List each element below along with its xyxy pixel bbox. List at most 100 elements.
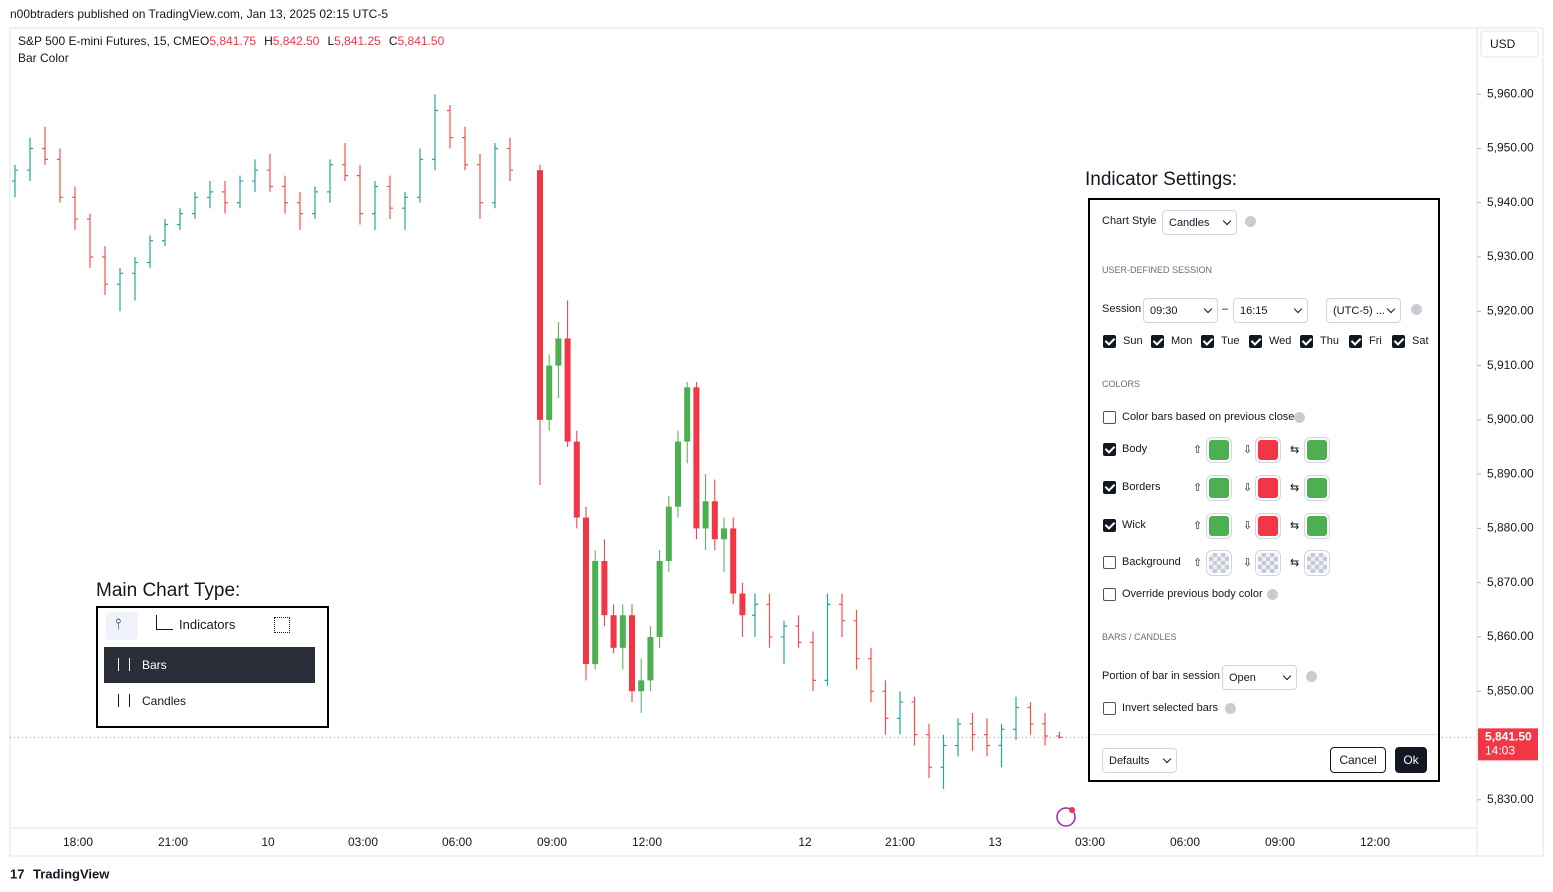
checkbox[interactable] bbox=[1103, 443, 1116, 456]
color-swatch[interactable] bbox=[1304, 513, 1330, 539]
x-tick-label: 03:00 bbox=[1075, 835, 1105, 849]
checkbox[interactable] bbox=[1201, 335, 1214, 348]
indicator-name: Bar Color bbox=[18, 51, 69, 65]
dash: – bbox=[1222, 303, 1229, 315]
checkbox[interactable] bbox=[1103, 556, 1116, 569]
ohlc-bar bbox=[447, 105, 453, 149]
y-tick-label: 5,910.00 bbox=[1487, 358, 1534, 372]
ohlc-bar bbox=[327, 159, 333, 203]
chart-type-option[interactable]: Candles bbox=[104, 683, 315, 719]
currency-button[interactable] bbox=[1480, 30, 1539, 58]
candle-body bbox=[555, 338, 562, 366]
label: Body bbox=[1122, 443, 1148, 455]
portion-select[interactable]: Open bbox=[1222, 665, 1297, 690]
color-swatch[interactable] bbox=[1206, 513, 1232, 539]
defaults-button[interactable]: Defaults bbox=[1102, 748, 1177, 773]
color-swatch[interactable] bbox=[1304, 550, 1330, 576]
x-tick-label: 18:00 bbox=[63, 835, 93, 849]
chevron bbox=[1293, 304, 1303, 314]
color-swatch[interactable] bbox=[1255, 475, 1281, 501]
ohlc-bar bbox=[969, 712, 976, 751]
candle-body bbox=[684, 387, 691, 442]
chart-type-option[interactable]: Bars bbox=[104, 647, 315, 683]
ohlc-bar bbox=[177, 208, 183, 230]
y-tick-label: 5,830.00 bbox=[1487, 792, 1534, 806]
select-value: Defaults bbox=[1109, 754, 1150, 767]
session-end[interactable]: 16:15 bbox=[1233, 298, 1308, 323]
label: Invert selected bars bbox=[1122, 702, 1218, 714]
y-tick-label: 5,920.00 bbox=[1487, 303, 1534, 317]
alert-icon[interactable] bbox=[1056, 807, 1076, 827]
checkbox[interactable] bbox=[1392, 335, 1405, 348]
section-heading: BARS / CANDLES bbox=[1102, 632, 1177, 642]
checkbox[interactable] bbox=[1103, 335, 1116, 348]
checkmark bbox=[1350, 335, 1362, 346]
last-price-label: 5,841.50 bbox=[1485, 730, 1532, 744]
checkbox[interactable] bbox=[1300, 335, 1313, 348]
color-swatch[interactable] bbox=[1255, 437, 1281, 463]
chevron bbox=[1203, 304, 1213, 314]
candle-body bbox=[573, 441, 580, 518]
indicators-button[interactable]: Indicators bbox=[179, 617, 236, 632]
color-swatch[interactable] bbox=[1206, 437, 1232, 463]
alert-dot bbox=[1069, 807, 1075, 813]
ohlc-bar bbox=[462, 126, 468, 171]
candle-body bbox=[619, 615, 626, 648]
checkbox[interactable] bbox=[1103, 519, 1116, 532]
ohlc-value: 5,842.50 bbox=[273, 34, 320, 48]
color-swatch[interactable] bbox=[1304, 475, 1330, 501]
arrow: ⇩ bbox=[1243, 520, 1253, 532]
checkbox[interactable] bbox=[1103, 588, 1116, 601]
candle-body bbox=[564, 338, 571, 442]
color-swatch[interactable] bbox=[1255, 513, 1281, 539]
y-tick-label: 5,870.00 bbox=[1487, 575, 1534, 589]
ohlc-bar bbox=[781, 620, 787, 665]
chart-type-button[interactable] bbox=[106, 612, 138, 640]
option-label: Candles bbox=[142, 694, 187, 708]
info-icon bbox=[1411, 304, 1422, 315]
chart-frame bbox=[9, 27, 1544, 857]
candle-body bbox=[537, 170, 543, 420]
ok-button[interactable]: Ok bbox=[1395, 747, 1427, 773]
checkbox[interactable] bbox=[1103, 702, 1116, 715]
ohlc-bar bbox=[162, 219, 168, 247]
select-value: 16:15 bbox=[1240, 304, 1268, 317]
checkbox[interactable] bbox=[1103, 411, 1116, 424]
arrow: ⇆ bbox=[1290, 557, 1300, 569]
color-swatch[interactable] bbox=[1206, 475, 1232, 501]
color-swatch[interactable] bbox=[1206, 550, 1232, 576]
arrow: ⇩ bbox=[1243, 482, 1253, 494]
ohlc-key: O bbox=[200, 34, 209, 48]
cancel-button[interactable]: Cancel bbox=[1330, 747, 1386, 773]
y-tick-label: 5,890.00 bbox=[1487, 466, 1534, 480]
session-start[interactable]: 09:30 bbox=[1143, 298, 1218, 323]
checkbox[interactable] bbox=[1249, 335, 1262, 348]
candle-body bbox=[583, 517, 589, 665]
arrow: ⇧ bbox=[1193, 557, 1203, 569]
ohlc-bar bbox=[432, 94, 438, 171]
ohlc-bar bbox=[897, 691, 903, 735]
ohlc-bar bbox=[102, 246, 108, 296]
checkbox[interactable] bbox=[1103, 481, 1116, 494]
checkmark bbox=[1152, 335, 1164, 346]
x-tick-label: 21:00 bbox=[885, 835, 915, 849]
info-icon bbox=[1294, 412, 1305, 423]
chart-type-icon: ⫯ bbox=[115, 616, 122, 633]
ohlc-key: L bbox=[327, 34, 334, 48]
color-swatch[interactable] bbox=[1304, 437, 1330, 463]
x-tick-label: 09:00 bbox=[1265, 835, 1295, 849]
y-tick-label: 5,930.00 bbox=[1487, 249, 1534, 263]
candle-body bbox=[601, 560, 608, 616]
chart-type-panel: ⫯ Indicators Bars Candles bbox=[96, 606, 329, 728]
chevron bbox=[1222, 216, 1232, 226]
ohlc-bar bbox=[824, 593, 831, 686]
checkbox[interactable] bbox=[1151, 335, 1164, 348]
candle-body bbox=[546, 365, 553, 420]
ohlc-key: H bbox=[264, 34, 273, 48]
x-tick-label: 06:00 bbox=[1170, 835, 1200, 849]
color-swatch[interactable] bbox=[1255, 550, 1281, 576]
chart-style-select[interactable]: Candles bbox=[1162, 210, 1237, 235]
checkbox[interactable] bbox=[1349, 335, 1362, 348]
timezone-select[interactable]: (UTC-5) ... bbox=[1326, 298, 1401, 323]
ohlc-bar bbox=[72, 186, 78, 230]
